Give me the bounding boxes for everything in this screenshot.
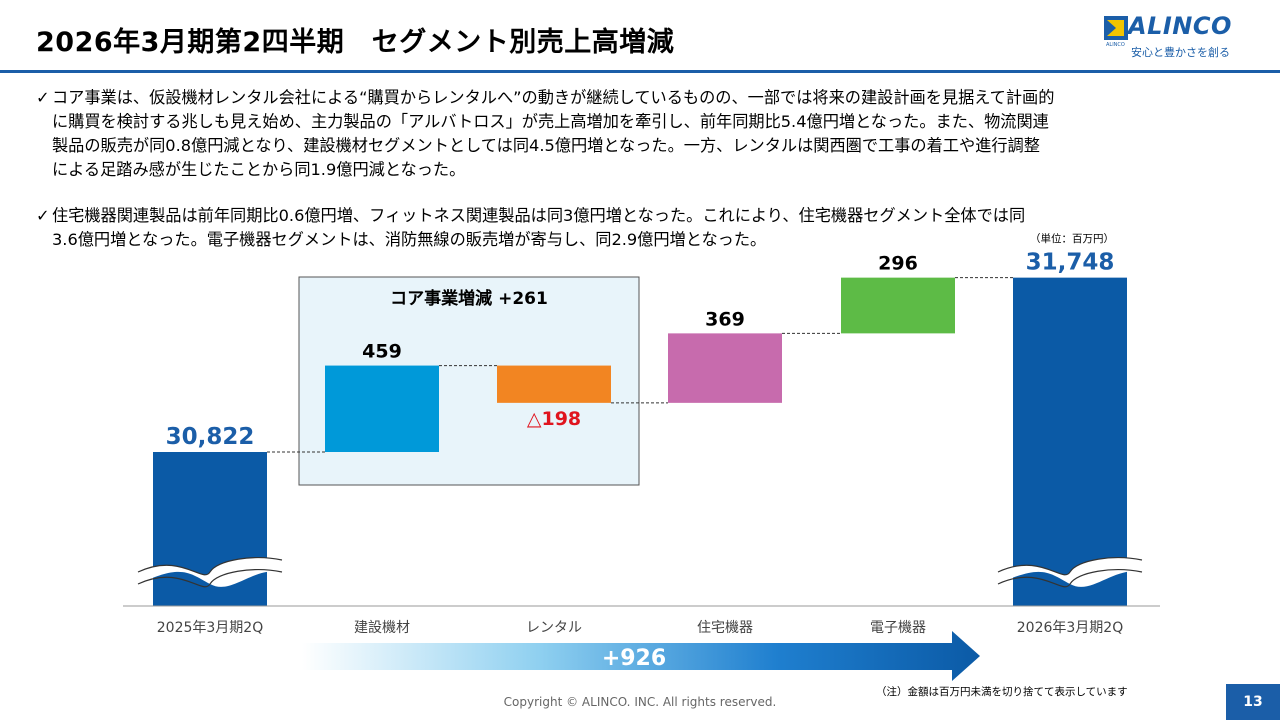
x-tick-label: 2026年3月期2Q bbox=[1017, 620, 1123, 636]
axis-break-line bbox=[997, 569, 1143, 588]
data-label: 369 bbox=[705, 308, 745, 330]
x-tick-label: 建設機材 bbox=[354, 620, 410, 636]
x-tick-label: 電子機器 bbox=[870, 620, 926, 636]
bar-5 bbox=[841, 277, 955, 334]
logo-wordmark: ALINCO bbox=[1128, 12, 1232, 40]
footnote: （注）金額は百万円未満を切り捨てて表示しています bbox=[876, 686, 1128, 698]
data-label: 296 bbox=[878, 253, 918, 275]
x-tick-label: 2025年3月期2Q bbox=[157, 620, 263, 636]
data-label: 459 bbox=[362, 341, 402, 363]
unit-label: （単位：百万円） bbox=[1030, 233, 1114, 245]
data-label: △198 bbox=[527, 408, 581, 430]
bar-3 bbox=[497, 365, 611, 403]
bar-2 bbox=[325, 365, 439, 452]
data-label: 30,822 bbox=[166, 424, 255, 450]
x-tick-label: レンタル bbox=[526, 620, 582, 636]
bar-6 bbox=[1013, 277, 1127, 606]
axis-break-line bbox=[137, 557, 283, 576]
title-divider bbox=[0, 70, 1280, 73]
bullet-text: コア事業は、仮設機材レンタル会社による“購買からレンタルへ”の動きが継続している… bbox=[52, 88, 1055, 179]
checkmark-icon: ✓ bbox=[36, 88, 50, 107]
total-change-arrow bbox=[302, 631, 980, 681]
bullet-core-business: ✓ コア事業は、仮設機材レンタル会社による“購買からレンタルへ”の動きが継続して… bbox=[36, 86, 1236, 182]
alinco-logo-icon bbox=[1104, 16, 1128, 40]
copyright: Copyright © ALINCO. INC. All rights rese… bbox=[503, 695, 777, 709]
data-label: 31,748 bbox=[1026, 250, 1115, 276]
bullet-text: 住宅機器関連製品は前年同期比0.6億円増、フィットネス関連製品は同3億円増となっ… bbox=[52, 206, 1026, 249]
axis-break-line bbox=[137, 569, 283, 588]
logo-small-text: ALINCO bbox=[1106, 42, 1125, 48]
core-business-group-label: コア事業増減 +261 bbox=[390, 288, 548, 309]
axis-break-line bbox=[997, 557, 1143, 576]
bullet-housing-electronics: ✓ 住宅機器関連製品は前年同期比0.6億円増、フィットネス関連製品は同3億円増と… bbox=[36, 204, 1236, 252]
page-number: 13 bbox=[1226, 684, 1280, 720]
checkmark-icon: ✓ bbox=[36, 206, 50, 225]
logo-tagline: 安心と豊かさを創る bbox=[1131, 46, 1230, 59]
x-tick-label: 住宅機器 bbox=[697, 620, 753, 636]
slide-title: 2026年3月期第2四半期 セグメント別売上高増減 bbox=[36, 27, 675, 58]
company-logo: ALINCO ALINCO 安心と豊かさを創る bbox=[1104, 12, 1254, 62]
bar-4 bbox=[668, 333, 782, 403]
total-change-label: +926 bbox=[602, 646, 666, 671]
